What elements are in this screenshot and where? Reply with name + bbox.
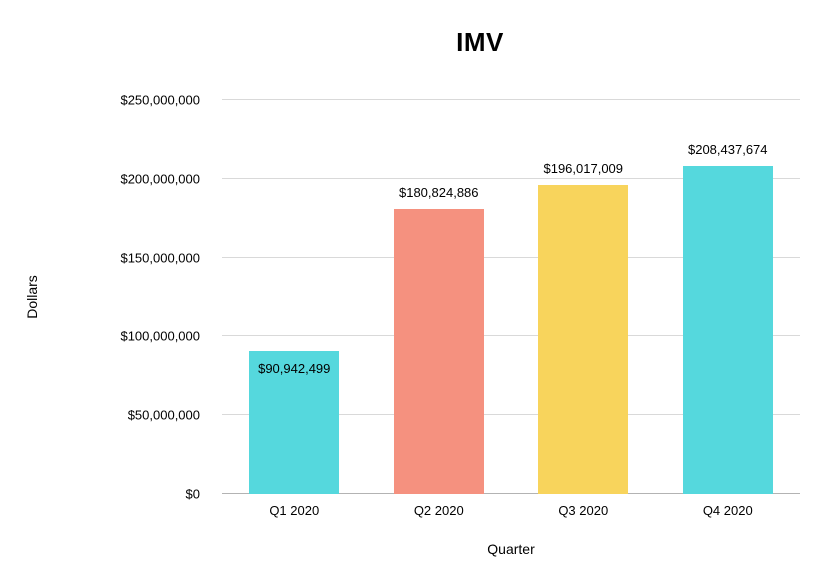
y-tick-label: $250,000,000 [120, 92, 200, 108]
gridline [222, 99, 800, 100]
bar-q2-2020 [393, 209, 484, 494]
x-tick-label: Q4 2020 [702, 503, 753, 518]
bar-slot: $208,437,674 [656, 100, 801, 494]
y-tick-label: $50,000,000 [127, 407, 200, 423]
gridline [222, 414, 800, 416]
bar-value-label: $208,437,674 [687, 141, 768, 157]
chart-title: IMV [456, 27, 504, 57]
bar-q4-2020 [682, 165, 773, 494]
gridline [222, 493, 800, 494]
gridlines [222, 99, 800, 494]
x-axis-title: Quarter [487, 541, 535, 557]
bar-q1-2020 [249, 350, 340, 494]
y-tick-label: $100,000,000 [120, 328, 200, 344]
plot-area: $90,942,499 $180,824,886 $196,017,009 $208,… [222, 99, 800, 494]
bar-slot: $180,824,886 [367, 100, 512, 494]
gridline [222, 335, 800, 337]
y-tick-label: $150,000,000 [120, 250, 200, 266]
y-axis-ticks: $0 $50,000,000 $100,000,000 $150,000,000 $20… [0, 93, 210, 502]
gridline [222, 256, 800, 258]
bar-slot: $90,942,499 [222, 100, 367, 494]
x-axis-ticks: Q1 2020 Q2 2020 Q3 2020 Q4 2020 [222, 503, 800, 518]
bar-value-label: $90,942,499 [258, 360, 331, 376]
y-tick-label: $200,000,000 [120, 171, 200, 187]
y-tick-label: $0 [185, 486, 200, 502]
x-tick-label: Q2 2020 [413, 503, 464, 518]
gridline [222, 177, 800, 179]
bars: $90,942,499 $180,824,886 $196,017,009 $208,… [222, 100, 800, 494]
x-tick-label: Q3 2020 [558, 503, 609, 518]
bar-q3-2020 [538, 185, 629, 494]
bar-slot: $196,017,009 [511, 100, 656, 494]
x-tick-label: Q1 2020 [269, 503, 320, 518]
bar-value-label: $196,017,009 [543, 161, 624, 177]
bar-value-label: $180,824,886 [398, 185, 479, 201]
